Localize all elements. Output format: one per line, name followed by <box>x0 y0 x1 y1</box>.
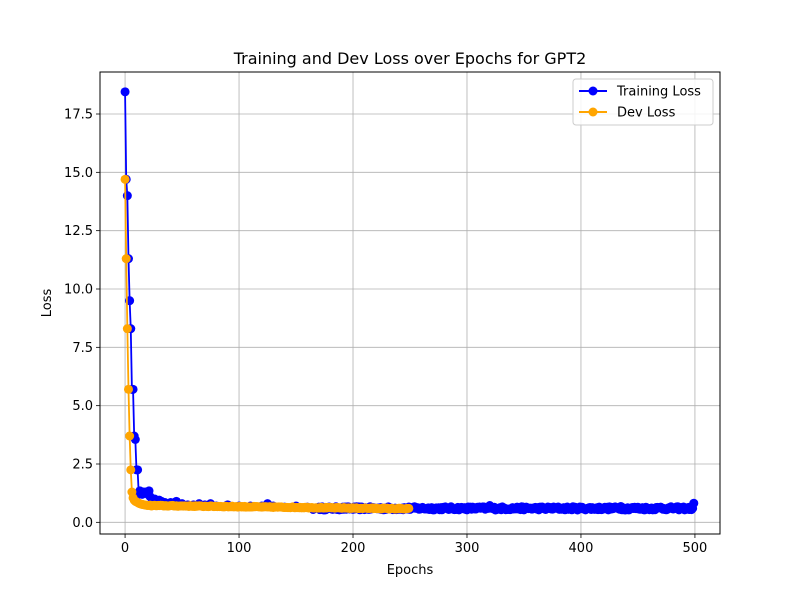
x-axis-ticks: 0 100 200 300 400 500 <box>121 534 707 556</box>
y-tick-label: 10.0 <box>64 283 93 298</box>
legend-dev-marker <box>588 107 598 117</box>
training-loss-point <box>689 498 699 508</box>
training-loss-point <box>120 87 130 97</box>
dev-loss-point <box>404 503 414 513</box>
y-axis-label: Loss <box>40 289 55 318</box>
plot-frame <box>99 71 721 535</box>
plot-series <box>120 87 699 515</box>
legend-training-marker <box>588 86 598 96</box>
training-loss-point <box>133 465 143 475</box>
y-axis-ticks: 0.0 2.5 5.0 7.5 10.0 12.5 15.0 17.5 <box>64 108 100 531</box>
dev-loss-point <box>120 174 130 184</box>
x-tick-label: 500 <box>683 541 708 556</box>
y-tick-label: 0.0 <box>72 516 93 531</box>
y-tick-label: 2.5 <box>72 458 93 473</box>
x-tick-label: 100 <box>227 541 252 556</box>
x-tick-label: 200 <box>341 541 366 556</box>
chart-title: Training and Dev Loss over Epochs for GP… <box>233 49 587 68</box>
legend-dev-label: Dev Loss <box>617 106 676 121</box>
y-tick-label: 15.0 <box>64 166 93 181</box>
x-tick-label: 400 <box>569 541 594 556</box>
training-loss-point <box>122 191 132 201</box>
y-tick-label: 12.5 <box>64 224 93 239</box>
legend: Training Loss Dev Loss <box>572 78 714 126</box>
dev-loss-point <box>126 465 136 475</box>
dev-loss-point <box>122 324 132 334</box>
dev-loss-point <box>125 431 135 441</box>
dev-loss-point <box>121 254 131 264</box>
y-tick-label: 5.0 <box>72 399 93 414</box>
y-tick-label: 7.5 <box>72 341 93 356</box>
dev-loss-series <box>120 174 414 514</box>
x-tick-label: 300 <box>455 541 480 556</box>
dev-loss-point <box>123 384 133 394</box>
x-axis-label: Epochs <box>387 563 434 578</box>
x-tick-label: 0 <box>121 541 129 556</box>
grid <box>100 72 720 534</box>
legend-box <box>572 78 714 126</box>
y-tick-label: 17.5 <box>64 108 93 123</box>
legend-training-label: Training Loss <box>616 85 701 100</box>
